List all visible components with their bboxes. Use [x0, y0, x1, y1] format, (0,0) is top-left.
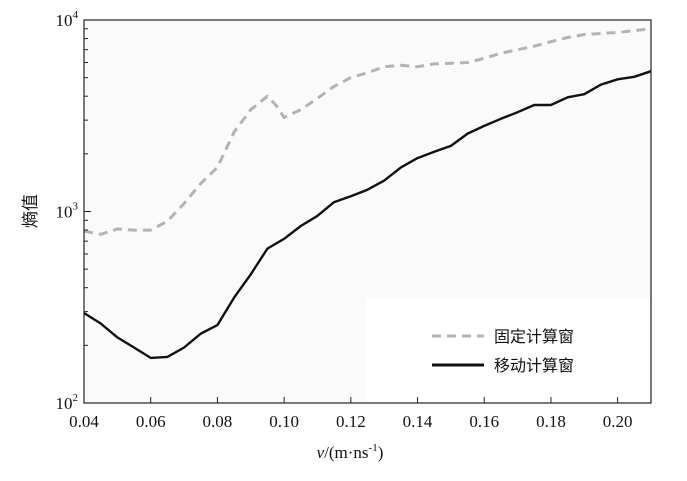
legend-label-fixed-window: 固定计算窗 [494, 327, 574, 346]
x-tick-label: 0.10 [269, 412, 299, 431]
x-tick-label: 0.16 [469, 412, 499, 431]
legend: 固定计算窗 移动计算窗 [432, 327, 574, 375]
x-tick-label: 0.18 [536, 412, 566, 431]
y-tick-label: 104 [56, 9, 79, 30]
x-tick-label: 0.06 [136, 412, 166, 431]
x-tick-label: 0.08 [203, 412, 233, 431]
x-tick-label: 0.14 [403, 412, 433, 431]
x-tick-label: 0.12 [336, 412, 366, 431]
x-tick-label: 0.20 [603, 412, 633, 431]
series-layer [83, 27, 652, 360]
y-tick-label: 102 [56, 392, 79, 413]
series-line-fixed-window [83, 27, 652, 236]
y-axis-title: 熵值 [21, 194, 40, 228]
y-axis: 102 103 104 [56, 9, 91, 413]
y-tick-label: 103 [56, 201, 79, 222]
x-axis: 0.04 0.06 0.08 0.10 0.12 0.14 0.16 0.18 0.20 [69, 397, 633, 431]
legend-box [366, 298, 650, 403]
legend-label-moving-window: 移动计算窗 [494, 356, 574, 375]
series-line-moving-window [83, 70, 652, 360]
x-axis-title: v/(m·ns-1) [317, 442, 384, 462]
x-tick-label: 0.04 [69, 412, 99, 431]
